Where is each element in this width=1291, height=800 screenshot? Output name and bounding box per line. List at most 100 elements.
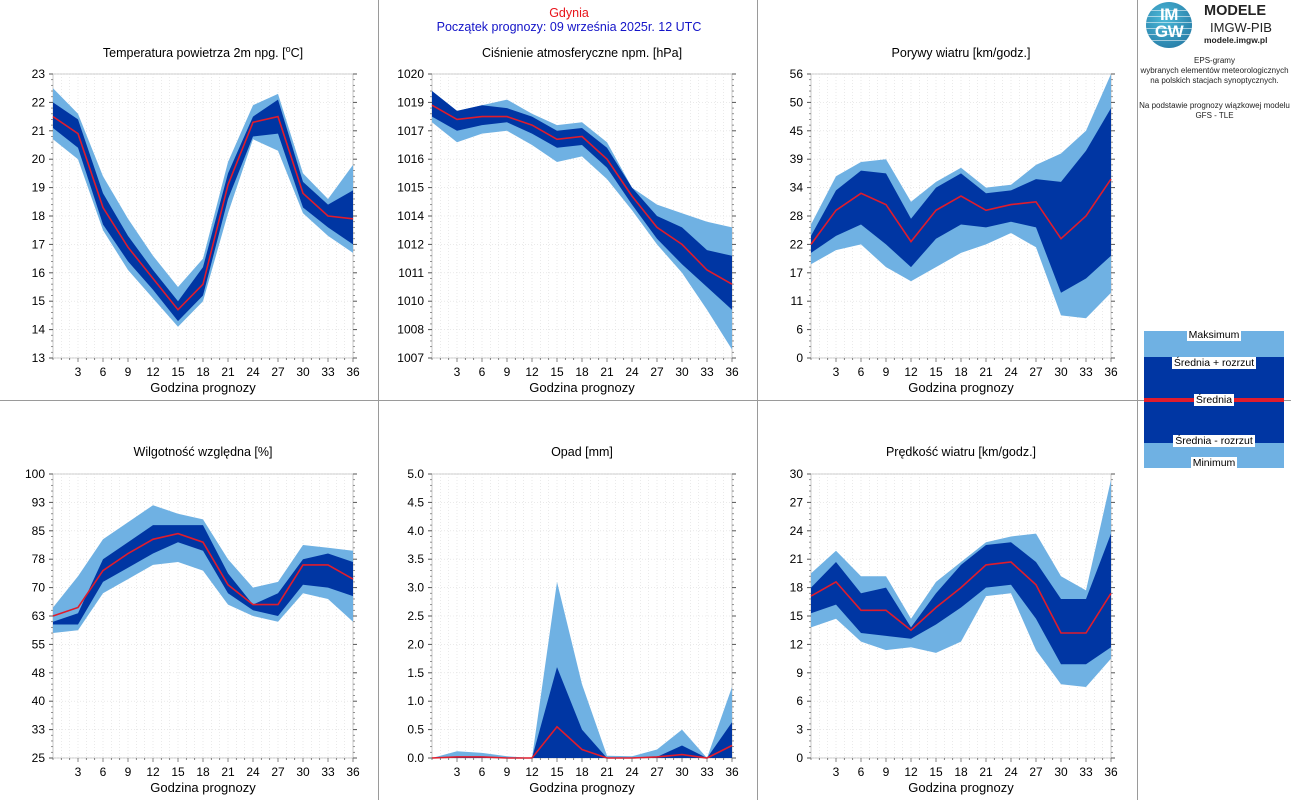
- y-tick-label: 100: [25, 467, 45, 481]
- y-tick-label: 63: [32, 609, 46, 623]
- chart-pressure: Ciśnienie atmosferyczne npm. [hPa] 1007 10…: [397, 46, 739, 395]
- series-mean-line: [52, 115, 354, 311]
- x-tick-label: 9: [125, 765, 132, 779]
- x-tick-label: 9: [504, 765, 511, 779]
- y-tick-label: 45: [790, 124, 804, 138]
- info-text-1: EPS-gramy wybranych elementów meteorolog…: [1140, 56, 1289, 85]
- x-tick-label: 36: [725, 365, 739, 379]
- x-tick-label: 3: [454, 365, 461, 379]
- brand-title: MODELE: [1204, 3, 1267, 19]
- y-tick-label: 0.5: [407, 723, 424, 737]
- x-tick-label: 9: [504, 365, 511, 379]
- x-tick-label: 6: [100, 765, 107, 779]
- y-tick-label: 1017: [397, 124, 424, 138]
- x-tick-label: 30: [296, 365, 310, 379]
- x-tick-label: 33: [321, 765, 335, 779]
- y-tick-label: 20: [32, 152, 46, 166]
- x-tick-label: 18: [954, 365, 968, 379]
- chart-title: Porywy wiatru [km/godz.]: [892, 46, 1031, 60]
- y-tick-label: 14: [32, 323, 46, 337]
- y-tick-label: 39: [790, 152, 804, 166]
- x-tick-label: 21: [221, 765, 235, 779]
- y-tick-label: 1.5: [407, 666, 424, 680]
- y-tick-label: 27: [790, 495, 804, 509]
- x-tick-label: 15: [929, 765, 943, 779]
- y-tick-label: 85: [32, 524, 46, 538]
- y-tick-label: 21: [32, 124, 46, 138]
- y-tick-label: 18: [790, 581, 804, 595]
- y-tick-label: 15: [790, 609, 804, 623]
- legend-label-mean: Średnia: [1193, 394, 1235, 406]
- y-tick-label: 4.0: [407, 524, 424, 538]
- band-legend: Maksimum Średnia + rozrzut Średnia Średn…: [1144, 329, 1284, 469]
- band-mean-spread: [53, 99, 353, 322]
- x-tick-label: 27: [271, 365, 285, 379]
- y-tick-label: 17: [790, 266, 804, 280]
- x-tick-label: 24: [246, 365, 260, 379]
- series-mean-line: [431, 104, 733, 285]
- y-tick-label: 1008: [397, 323, 424, 337]
- x-tick-label: 18: [575, 365, 589, 379]
- x-tick-label: 30: [1054, 765, 1068, 779]
- chart-title: Opad [mm]: [551, 445, 613, 459]
- x-tick-label: 18: [196, 365, 210, 379]
- legend-label-max: Maksimum: [1186, 329, 1242, 341]
- y-tick-label: 24: [790, 524, 804, 538]
- x-tick-label: 6: [100, 365, 107, 379]
- y-tick-label: 18: [32, 209, 46, 223]
- x-tick-label: 18: [575, 765, 589, 779]
- y-tick-label: 1007: [397, 351, 424, 365]
- x-tick-label: 9: [883, 365, 890, 379]
- band-mean-spread: [432, 667, 732, 758]
- x-tick-label: 3: [75, 365, 82, 379]
- y-tick-label: 3.0: [407, 581, 424, 595]
- x-axis-label: Godzina prognozy: [908, 780, 1014, 795]
- chart-gusts: Porywy wiatru [km/godz.]0611172228343945…: [790, 46, 1118, 395]
- y-tick-label: 1015: [397, 181, 424, 195]
- y-tick-label: 2.5: [407, 609, 424, 623]
- band-mean-spread: [811, 108, 1111, 293]
- y-tick-label: 1016: [397, 152, 424, 166]
- y-tick-label: 55: [32, 637, 46, 651]
- y-tick-label: 12: [790, 637, 804, 651]
- y-tick-label: 9: [796, 666, 803, 680]
- x-tick-label: 36: [346, 765, 360, 779]
- brand-subtitle: IMGW-PIB: [1210, 20, 1272, 35]
- x-tick-label: 24: [625, 365, 639, 379]
- x-tick-label: 6: [858, 765, 865, 779]
- y-tick-label: 1011: [398, 266, 424, 280]
- y-tick-label: 1019: [397, 95, 424, 109]
- x-tick-label: 15: [171, 365, 185, 379]
- x-tick-label: 24: [1004, 765, 1018, 779]
- y-tick-label: 70: [32, 581, 46, 595]
- x-tick-label: 12: [904, 365, 918, 379]
- x-tick-label: 3: [75, 765, 82, 779]
- forecast-start: Początek prognozy: 09 września 2025r. 12…: [436, 20, 702, 34]
- series-mean-line: [810, 178, 1112, 245]
- y-tick-label: 17: [32, 237, 46, 251]
- x-tick-label: 15: [550, 765, 564, 779]
- x-tick-label: 30: [675, 765, 689, 779]
- x-tick-label: 3: [833, 365, 840, 379]
- chart-title: Prędkość wiatru [km/godz.]: [886, 445, 1036, 459]
- legend-label-min: Minimum: [1190, 457, 1238, 469]
- y-tick-label: 16: [32, 266, 46, 280]
- imgw-logo[interactable]: IM GW MODELE IMGW-PIB modele.imgw.pl: [1146, 2, 1286, 48]
- x-tick-label: 21: [979, 365, 993, 379]
- x-tick-label: 36: [346, 365, 360, 379]
- x-tick-label: 33: [1079, 365, 1093, 379]
- legend-label-mean-minus: Średnia - rozrzut: [1173, 435, 1255, 447]
- y-tick-label: 28: [790, 209, 804, 223]
- y-tick-label: 56: [790, 67, 804, 81]
- y-tick-label: 22: [32, 95, 46, 109]
- imgw-emblem-text: IM GW: [1154, 5, 1184, 41]
- x-tick-label: 18: [196, 765, 210, 779]
- x-tick-label: 12: [904, 765, 918, 779]
- x-tick-label: 12: [146, 765, 160, 779]
- brand-url[interactable]: modele.imgw.pl: [1204, 35, 1268, 45]
- y-tick-label: 3.5: [407, 552, 424, 566]
- x-tick-label: 24: [1004, 365, 1018, 379]
- y-tick-label: 1.0: [407, 694, 424, 708]
- band-min-max: [432, 581, 732, 758]
- y-tick-label: 6: [796, 323, 803, 337]
